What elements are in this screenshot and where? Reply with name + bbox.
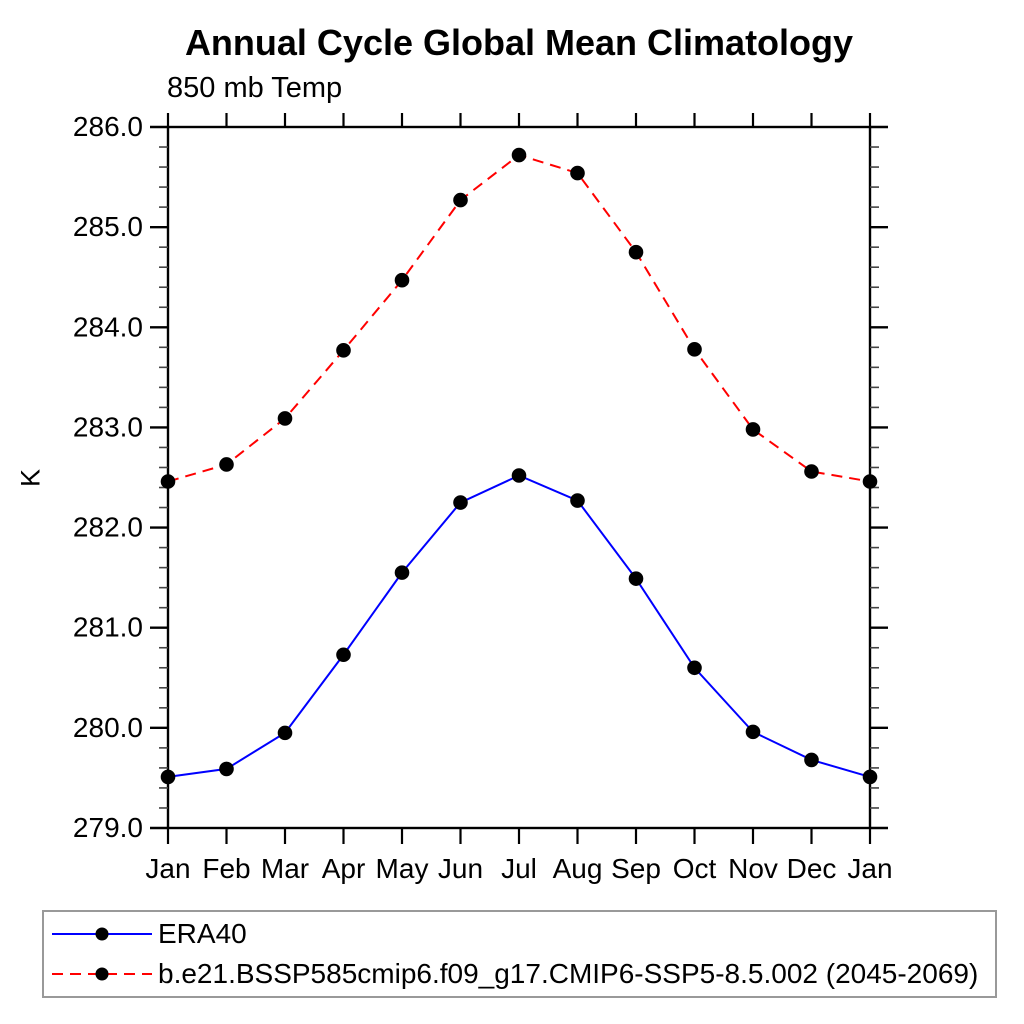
svg-text:Jul: Jul xyxy=(501,853,537,884)
svg-text:286.0: 286.0 xyxy=(73,111,143,142)
svg-text:Aug: Aug xyxy=(553,853,603,884)
legend-label: b.e21.BSSP585cmip6.f09_g17.CMIP6-SSP5-8.… xyxy=(158,958,979,990)
svg-text:279.0: 279.0 xyxy=(73,812,143,843)
legend-row: b.e21.BSSP585cmip6.f09_g17.CMIP6-SSP5-8.… xyxy=(49,955,995,993)
legend-row: ERA40 xyxy=(49,915,995,953)
chart-title: Annual Cycle Global Mean Climatology xyxy=(184,22,854,63)
svg-text:281.0: 281.0 xyxy=(73,612,143,643)
legend-line-sample-dashed-icon xyxy=(52,967,152,981)
svg-text:Jun: Jun xyxy=(438,853,483,884)
legend-line-sample-solid-icon xyxy=(52,927,152,941)
svg-text:284.0: 284.0 xyxy=(73,311,143,342)
chart-subtitle: 850 mb Temp xyxy=(167,72,343,104)
legend: ERA40 b.e21.BSSP585cmip6.f09_g17.CMIP6-S… xyxy=(42,910,997,998)
svg-text:280.0: 280.0 xyxy=(73,712,143,743)
svg-text:Oct: Oct xyxy=(673,853,717,884)
svg-text:Jan: Jan xyxy=(145,853,190,884)
svg-text:Jan: Jan xyxy=(847,853,892,884)
svg-text:Feb: Feb xyxy=(202,853,250,884)
svg-text:Sep: Sep xyxy=(611,853,661,884)
svg-text:Apr: Apr xyxy=(322,853,366,884)
svg-text:Dec: Dec xyxy=(787,853,837,884)
svg-text:May: May xyxy=(376,853,429,884)
svg-text:285.0: 285.0 xyxy=(73,211,143,242)
svg-text:282.0: 282.0 xyxy=(73,512,143,543)
svg-text:Nov: Nov xyxy=(728,853,778,884)
svg-text:Mar: Mar xyxy=(261,853,309,884)
svg-text:283.0: 283.0 xyxy=(73,411,143,442)
legend-label: ERA40 xyxy=(158,917,247,949)
